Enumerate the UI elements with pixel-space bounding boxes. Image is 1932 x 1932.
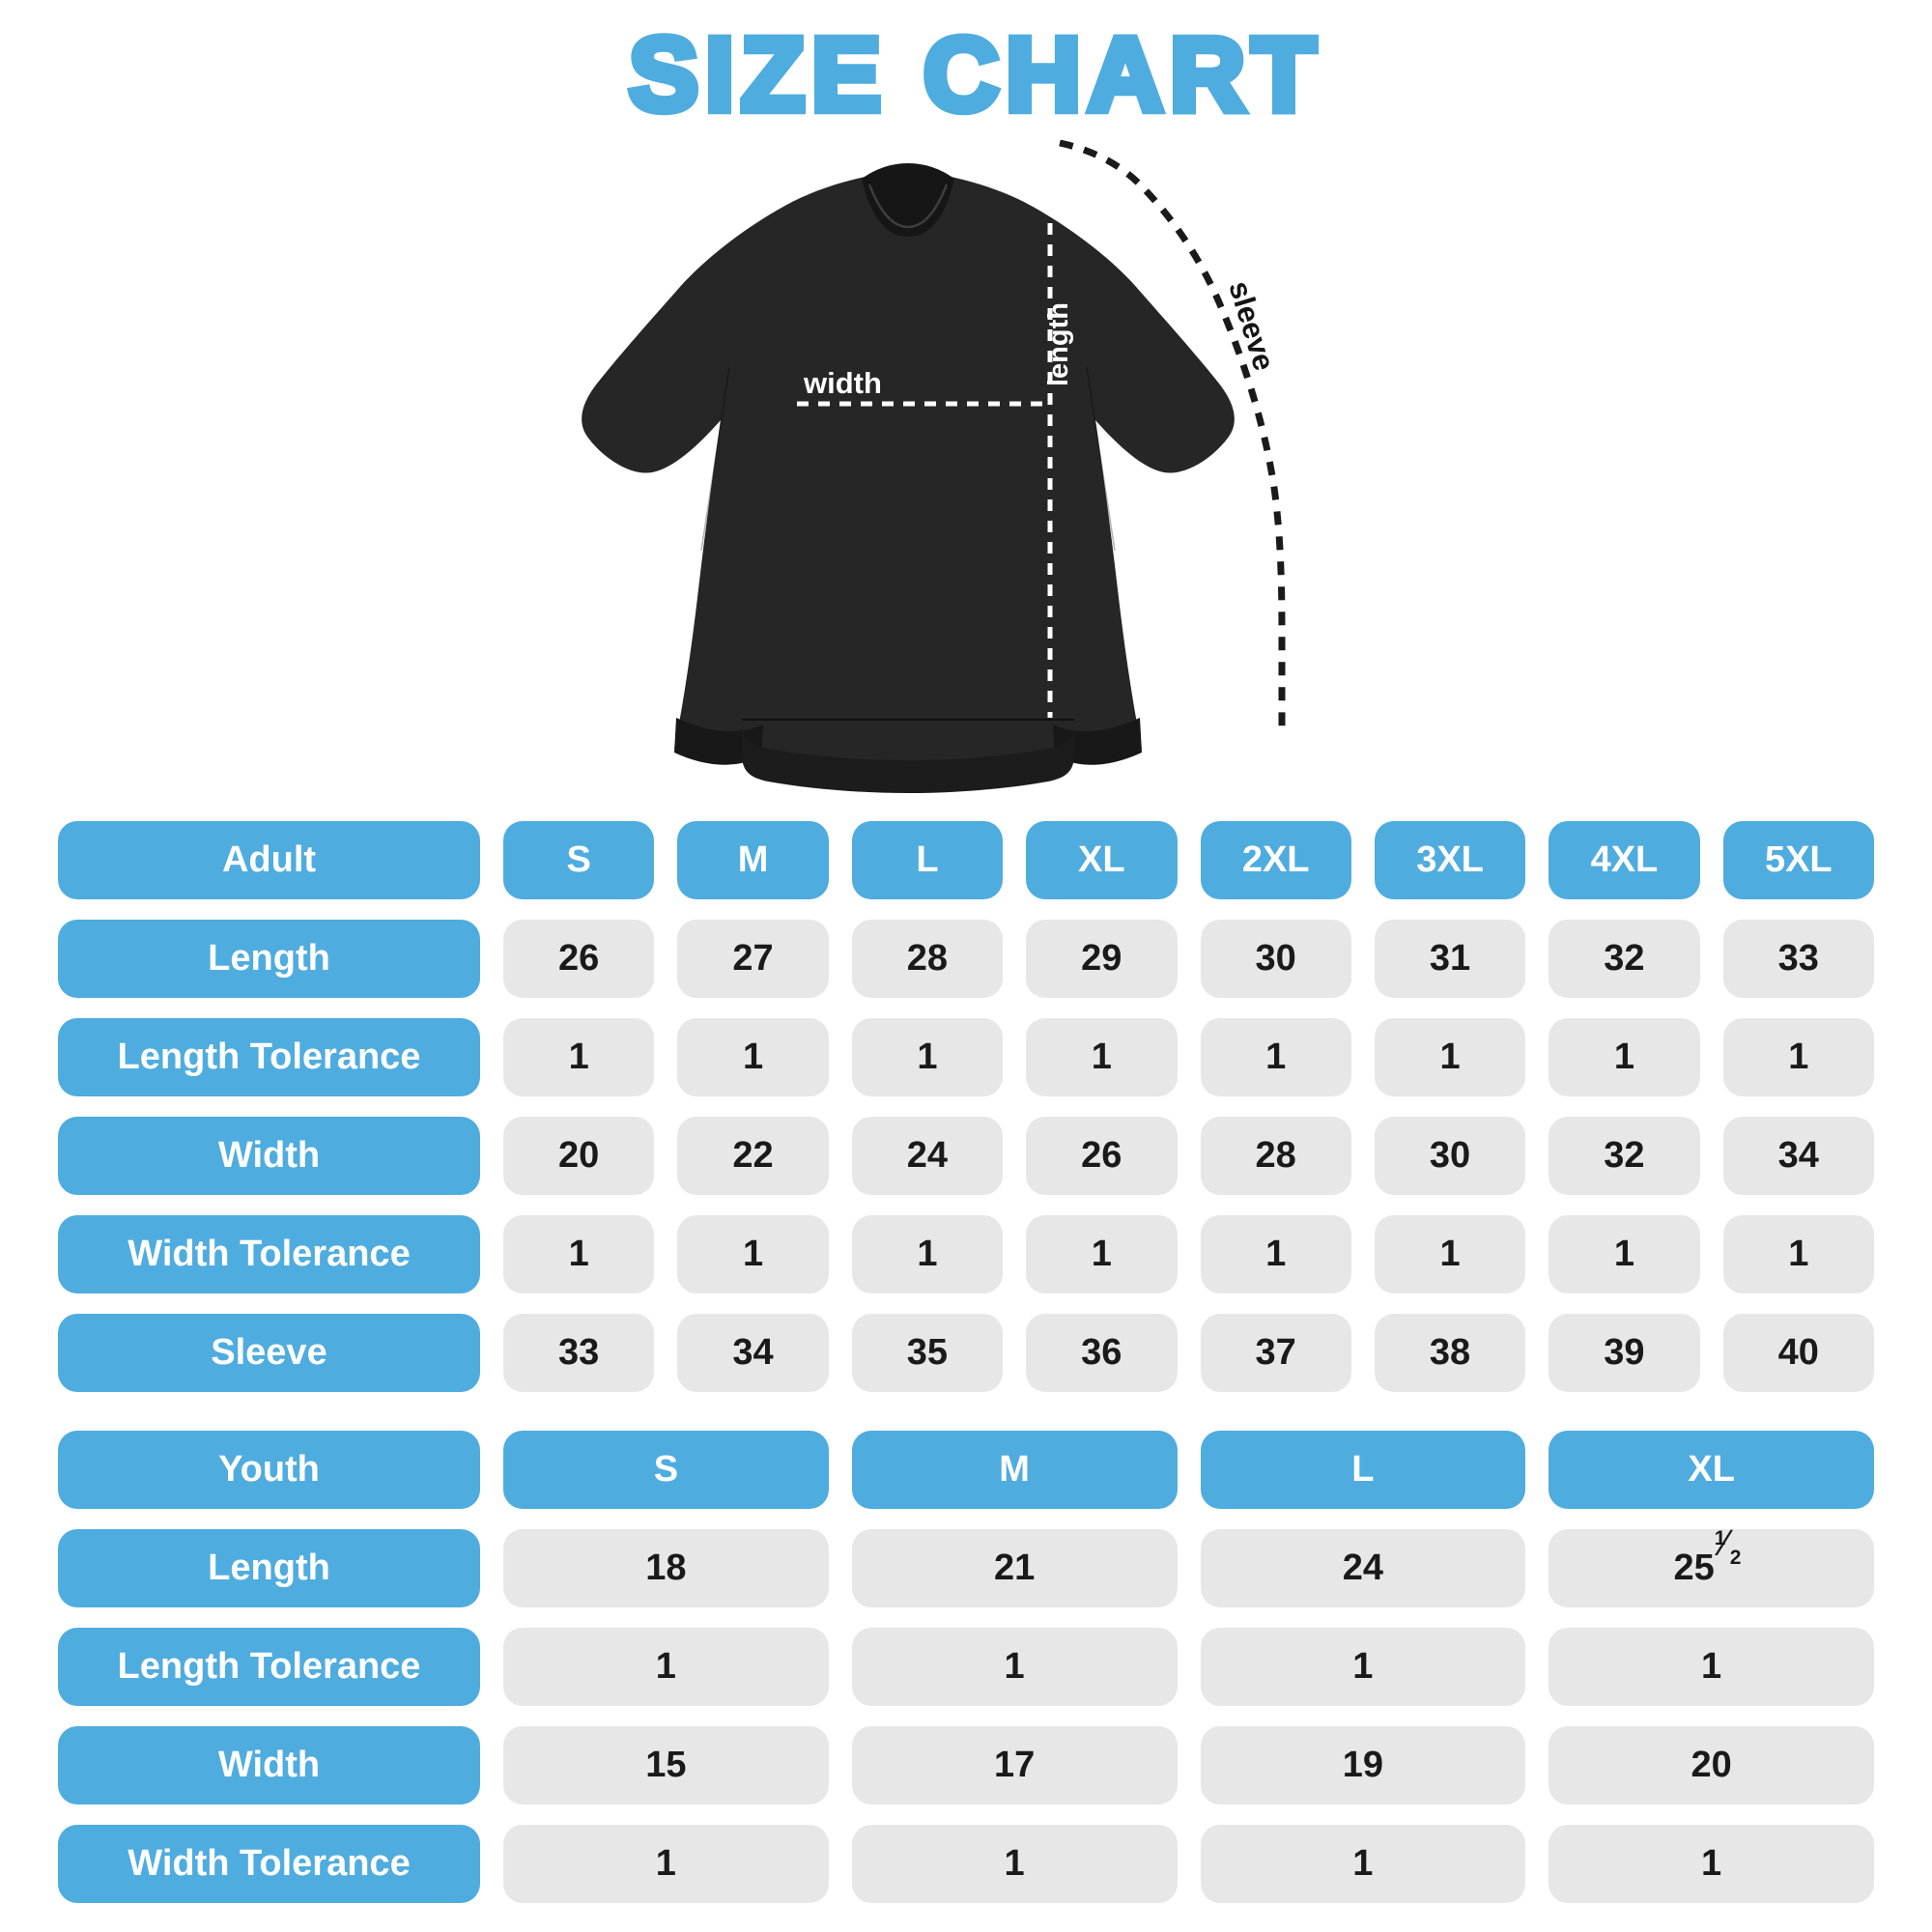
svg-text:width: width [803,366,882,400]
svg-text:length: length [1043,302,1074,386]
